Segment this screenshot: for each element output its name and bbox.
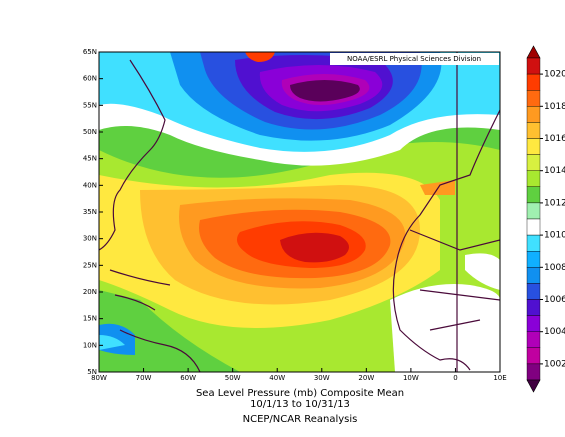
colorbar-swatch <box>526 267 541 284</box>
colorbar-swatch <box>526 283 541 300</box>
lat-label: 40N <box>83 181 97 189</box>
pressure-map <box>99 52 500 372</box>
credit-box <box>330 53 499 65</box>
colorbar-swatch <box>526 218 541 236</box>
colorbar-swatch <box>526 331 541 349</box>
colorbar-swatch <box>526 363 541 381</box>
lon-label: 70W <box>136 374 152 382</box>
colorbar-label: 1016 <box>544 134 565 144</box>
colorbar-swatch <box>526 234 541 252</box>
caption-title: Sea Level Pressure (mb) Composite Mean <box>196 388 404 399</box>
colorbar-swatch <box>526 315 541 332</box>
credit: NOAA/ESRL Physical Sciences Division <box>347 55 481 63</box>
lat-label: 65N <box>83 48 97 56</box>
colorbar-swatch <box>526 250 541 268</box>
colorbar-swatch <box>526 106 541 123</box>
lat-label: 10N <box>83 341 97 349</box>
lon-label: 0 <box>453 374 457 382</box>
colorbar-label: 1006 <box>544 295 565 305</box>
lat-label: 30N <box>83 235 97 243</box>
colorbar-end <box>526 379 541 393</box>
colorbar-swatch <box>526 89 541 107</box>
colorbar: 1020 1018 1016 1014 1012 1010 1008 1006 1004 1002 <box>526 45 565 393</box>
lat-label: 25N <box>83 261 97 269</box>
lat-label: 50N <box>83 128 97 136</box>
lat-label: 15N <box>83 315 97 323</box>
lat-label: 35N <box>83 208 97 216</box>
lon-label: 30W <box>314 374 330 382</box>
colorbar-label: 1018 <box>544 102 565 112</box>
colorbar-swatch <box>526 186 541 204</box>
colorbar-label: 1014 <box>544 166 565 176</box>
colorbar-swatch <box>526 138 541 155</box>
colorbar-swatch <box>526 154 541 171</box>
colorbar-label: 1002 <box>544 359 565 369</box>
colorbar-swatch <box>526 122 541 139</box>
lat-label: 45N <box>83 155 97 163</box>
colorbar-swatch <box>526 202 541 220</box>
caption-source: NCEP/NCAR Reanalysis <box>243 414 358 425</box>
lat-label: 55N <box>83 101 97 109</box>
colorbar-swatch <box>526 57 541 75</box>
colorbar-swatch <box>526 170 541 187</box>
colorbar-end <box>526 45 541 59</box>
lat-label: 20N <box>83 288 97 296</box>
lon-label: 60W <box>180 374 196 382</box>
lat-label: 5N <box>87 368 97 376</box>
lon-label: 10E <box>493 374 506 382</box>
colorbar-label: 1010 <box>544 231 565 241</box>
lon-label: 20W <box>358 374 374 382</box>
colorbar-label: 1020 <box>544 70 565 80</box>
lon-label: 40W <box>269 374 285 382</box>
colorbar-label: 1004 <box>544 327 565 337</box>
colorbar-label: 1012 <box>544 198 565 208</box>
colorbar-swatch <box>526 73 541 91</box>
caption-dates: 10/1/13 to 10/31/13 <box>250 399 350 410</box>
lat-label: 60N <box>83 75 97 83</box>
colorbar-label: 1008 <box>544 263 565 273</box>
colorbar-swatch <box>526 299 541 316</box>
colorbar-swatch <box>526 347 541 365</box>
lon-label: 80W <box>91 374 107 382</box>
lon-label: 10W <box>403 374 419 382</box>
lon-label: 50W <box>225 374 241 382</box>
